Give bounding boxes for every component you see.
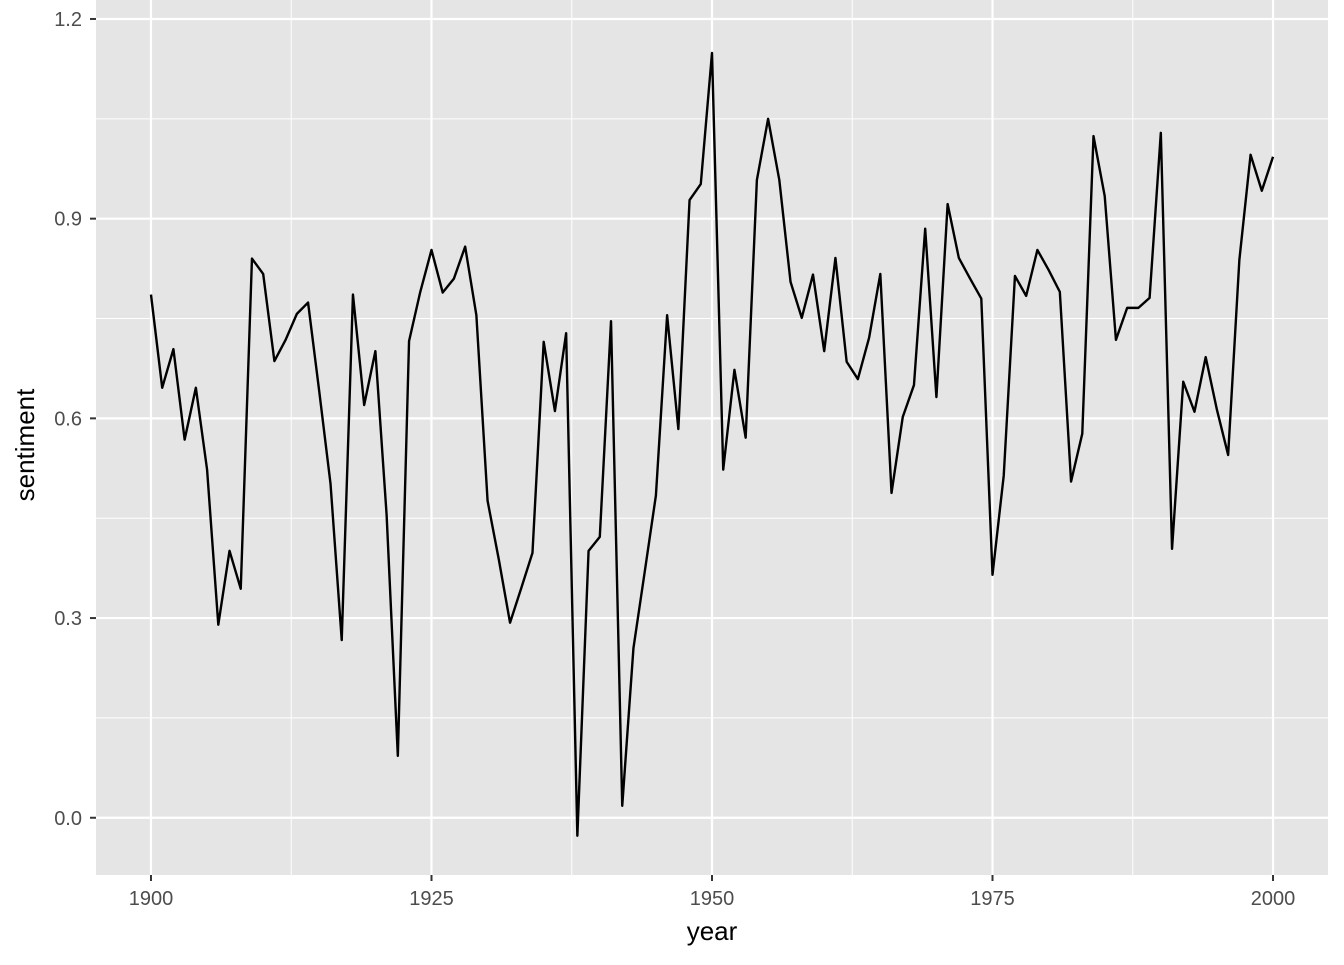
y-tick-label: 0.6 [54,408,82,430]
y-axis-title: sentiment [10,388,40,501]
data-line [149,51,1275,837]
y-tick-label: 0.0 [54,808,82,830]
x-tick-label: 1975 [970,888,1015,910]
y-tick-label: 0.3 [54,608,82,630]
x-axis-title: year [687,916,738,946]
x-tick-label: 1900 [129,888,174,910]
y-tick-label: 0.9 [54,209,82,231]
x-tick-label: 2000 [1251,888,1296,910]
x-tick-label: 1950 [690,888,735,910]
x-tick-label: 1925 [409,888,454,910]
y-tick-label: 1.2 [54,9,82,31]
